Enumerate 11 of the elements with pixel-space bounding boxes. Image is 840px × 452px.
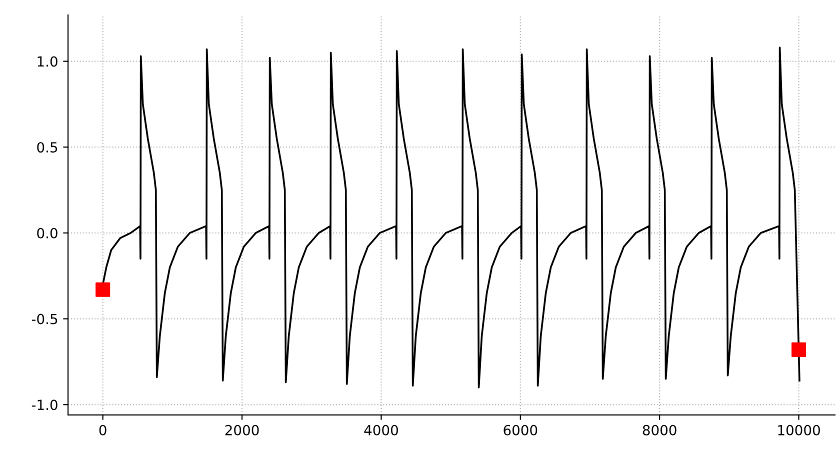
x-tick-label: 10000 [778, 424, 820, 436]
y-tick-label: 1.0 [38, 56, 58, 67]
x-tick-label: 4000 [364, 424, 398, 436]
x-tick-label: 6000 [504, 424, 538, 436]
y-tick-label: -0.5 [32, 314, 58, 324]
x-tick-label: 8000 [642, 424, 676, 436]
y-tick-label: 0.0 [37, 228, 58, 238]
x-tick-label: 2000 [225, 424, 259, 436]
y-tick-label: 0.5 [37, 142, 58, 153]
x-tick-label: 0 [99, 424, 106, 436]
y-tick-label: -1.0 [32, 400, 58, 410]
